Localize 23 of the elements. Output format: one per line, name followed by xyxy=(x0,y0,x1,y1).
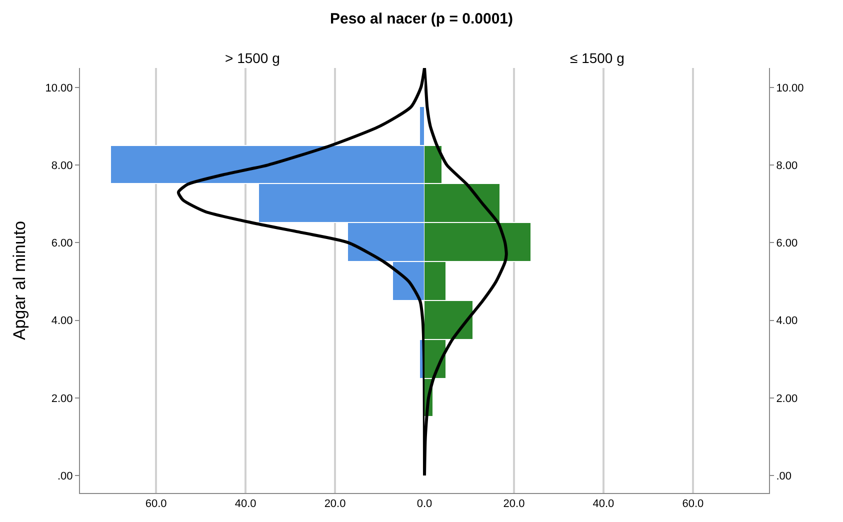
x-tick-label: 20.0 xyxy=(503,498,525,510)
y-tick-label: 10.00 xyxy=(776,82,804,94)
x-tick-label: 40.0 xyxy=(234,498,256,510)
x-tick-label: 20.0 xyxy=(324,498,346,510)
y-tick-label: 6.00 xyxy=(776,238,798,250)
y-tick-label: 4.00 xyxy=(51,315,73,328)
y-tick-label: .00 xyxy=(58,470,73,482)
y-tick-label: 8.00 xyxy=(776,160,798,172)
y-tick-label: 2.00 xyxy=(776,392,798,405)
y-tick-label: 2.00 xyxy=(51,392,73,405)
chart-subtitle: ≤ 1500 g xyxy=(570,50,624,66)
y-tick-label: 4.00 xyxy=(776,315,798,328)
x-tick-label: 0.0 xyxy=(416,498,432,510)
chart-title: Peso al nacer (p = 0.0001) xyxy=(330,10,514,28)
y-axis-title: Apgar al minuto xyxy=(10,220,29,340)
x-tick-label: 60.0 xyxy=(682,498,704,510)
y-tick-label: 8.00 xyxy=(51,160,73,172)
y-tick-label: 10.00 xyxy=(45,82,73,94)
y-tick-label: .00 xyxy=(776,470,792,482)
x-tick-label: 40.0 xyxy=(592,498,614,510)
y-tick-label: 6.00 xyxy=(51,238,73,250)
x-tick-label: 60.0 xyxy=(145,498,167,510)
chart-subtitle: > 1500 g xyxy=(225,50,280,66)
